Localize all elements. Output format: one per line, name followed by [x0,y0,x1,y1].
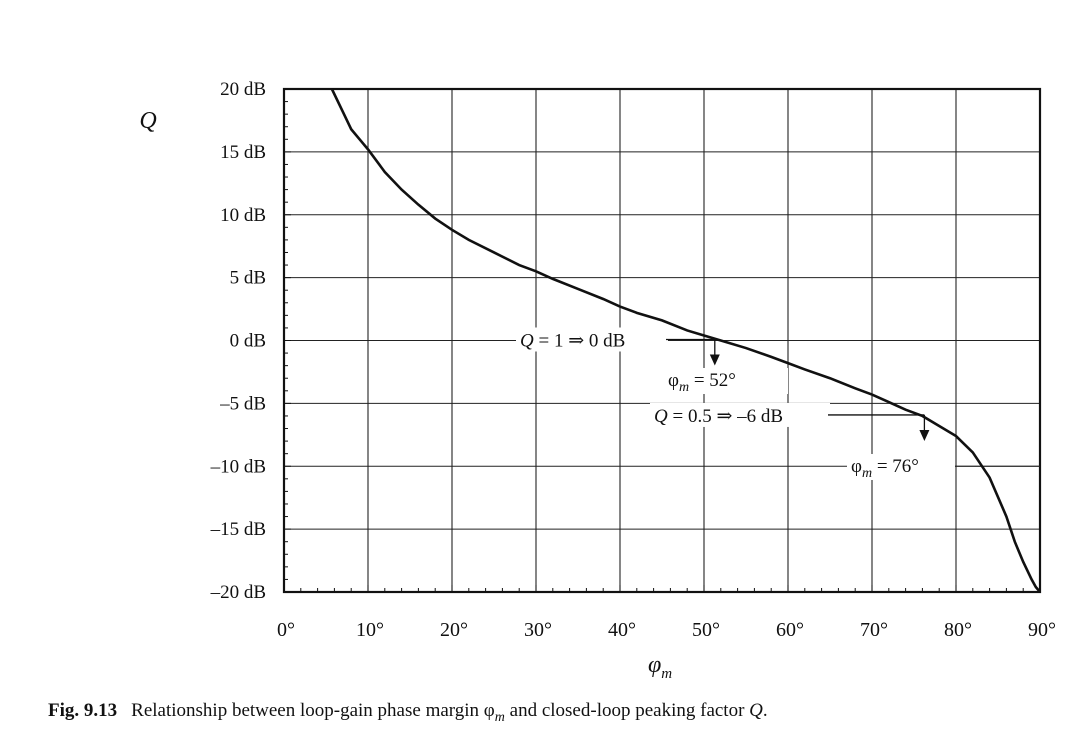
y-tick-label: –5 dB [219,393,266,414]
y-tick-label: 15 dB [220,142,266,163]
y-tick-label: –15 dB [210,519,266,540]
x-tick-label: 10° [356,619,384,641]
caption-text-3: . [762,700,768,721]
x-axis-title: φm [648,652,672,682]
series-line-q-vs-phase-margin [330,88,1041,593]
plot-frame [282,87,1042,594]
annotation-arrow-head [709,354,720,366]
x-tick-label: 0° [277,619,295,641]
x-tick-label: 70° [860,619,888,641]
caption-text-1: Relationship between loop-gain phase mar… [131,700,495,721]
x-tick-label: 50° [692,619,720,641]
annotation-result: φm = 76° [851,456,919,481]
x-axis-title-main: φ [648,652,661,678]
annotations: Q = 1 ⇒ 0 dB φm = 52° Q = 0.5 ⇒ –6 dB φm = … [516,327,1040,481]
caption-text-2: and closed-loop peaking factor [504,700,750,721]
annotation-label: Q = 1 ⇒ 0 dB [520,331,625,352]
x-tick-labels: 0° 10° 20° 30° 40° 50° 60° 70° 80° 90° [277,619,1056,641]
x-tick-label: 30° [524,619,552,641]
caption-q: Q [749,700,763,721]
y-tick-label: 10 dB [220,205,266,226]
x-tick-label: 90° [1028,619,1056,641]
x-tick-label: 40° [608,619,636,641]
x-axis-title-subscript: m [661,666,672,682]
x-tick-label: 60° [776,619,804,641]
annotation-result-bg [847,454,955,480]
caption-subscript: m [494,709,505,725]
y-tick-labels: 20 dB 15 dB 10 dB 5 dB 0 dB –5 dB –10 dB –15 dB… [210,79,266,603]
y-tick-label: 20 dB [220,79,266,100]
caption-number: Fig. 9.13 [48,700,118,721]
y-tick-label: 0 dB [230,331,266,352]
y-axis-title: Q [139,108,156,134]
annotation-arrow-head [919,429,930,441]
annotation-result-bg [664,368,788,394]
y-tick-label: –20 dB [210,582,266,603]
annotation-label-bg [650,402,830,427]
annotation-label: Q = 0.5 ⇒ –6 dB [654,406,783,427]
x-tick-label: 20° [440,619,468,641]
annotation-result: φm = 52° [668,370,736,395]
y-tick-label: –10 dB [210,456,266,477]
annotation-label-bg [516,327,668,352]
y-tick-label: 5 dB [230,268,266,289]
x-tick-label: 80° [944,619,972,641]
figure-caption: Fig. 9.13 Relationship between loop-gain … [48,700,768,726]
